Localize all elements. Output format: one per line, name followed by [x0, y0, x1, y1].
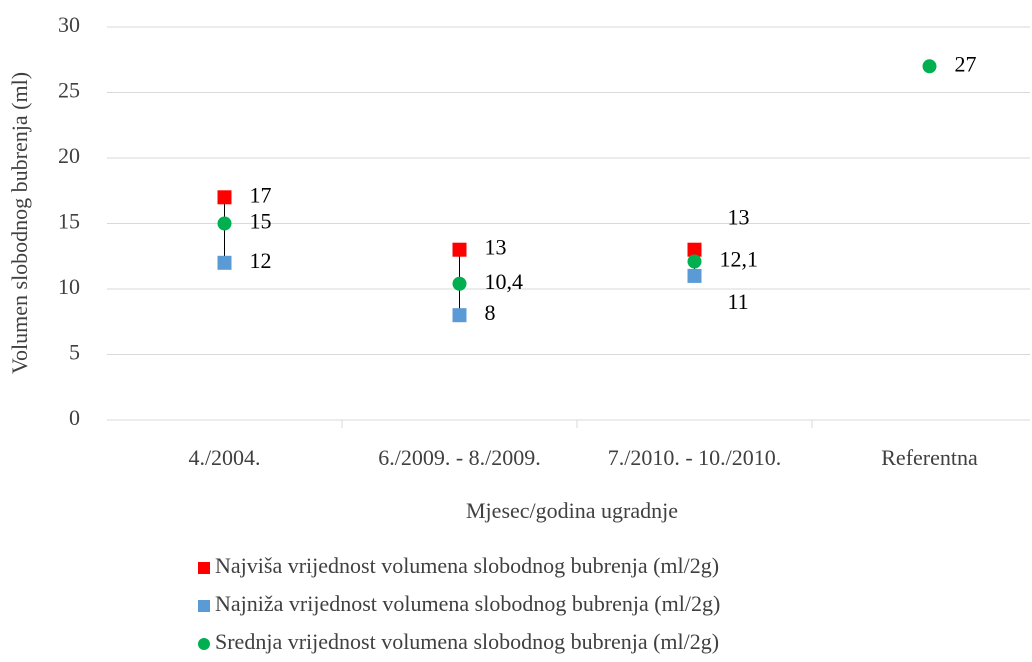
- data-label: 13: [728, 205, 750, 230]
- x-tick-label: 7./2010. - 10./2010.: [608, 445, 782, 470]
- y-tick-label: 5: [69, 340, 80, 365]
- legend-label: Najniža vrijednost volumena slobodnog bu…: [215, 591, 720, 616]
- x-tick-label: 4./2004.: [188, 445, 260, 470]
- y-tick-label: 25: [58, 78, 80, 103]
- point: [687, 268, 702, 283]
- y-tick-label: 0: [69, 405, 80, 430]
- point: [452, 276, 467, 291]
- data-label: 11: [728, 289, 749, 314]
- point: [217, 255, 232, 270]
- legend-label: Srednja vrijednost volumena slobodnog bu…: [215, 629, 719, 654]
- data-label: 17: [250, 182, 272, 207]
- point: [217, 190, 232, 205]
- x-tick-label: Referentna: [881, 445, 978, 470]
- point: [452, 308, 467, 323]
- point: [687, 254, 702, 269]
- point: [922, 59, 937, 74]
- legend-label: Najviša vrijednost volumena slobodnog bu…: [215, 553, 719, 578]
- legend-marker: [198, 562, 210, 574]
- x-tick-label: 6./2009. - 8./2009.: [378, 445, 541, 470]
- point: [687, 242, 702, 257]
- y-tick-label: 15: [58, 209, 80, 234]
- y-tick-label: 10: [58, 274, 80, 299]
- data-label: 8: [485, 300, 496, 325]
- data-label: 13: [485, 235, 507, 260]
- data-label: 10,4: [485, 269, 524, 294]
- data-label: 12,1: [720, 247, 759, 272]
- point: [217, 216, 232, 231]
- data-label: 15: [250, 209, 272, 234]
- legend-marker: [198, 600, 210, 612]
- point: [452, 242, 467, 257]
- data-label: 12: [250, 248, 272, 273]
- y-tick-label: 20: [58, 143, 80, 168]
- y-tick-label: 30: [58, 12, 80, 37]
- y-axis-title: Volumen slobodnog bubrenja (ml): [7, 72, 32, 374]
- x-axis-title: Mjesec/godina ugradnje: [466, 498, 678, 523]
- legend-marker: [198, 638, 210, 650]
- data-label: 27: [955, 51, 977, 76]
